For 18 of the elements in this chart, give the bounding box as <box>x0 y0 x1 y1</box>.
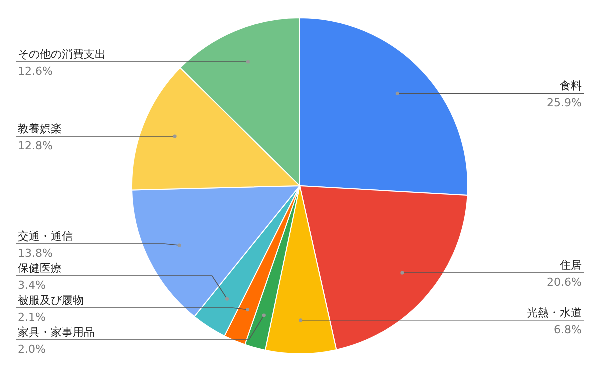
slice-label: 交通・通信 <box>18 230 73 243</box>
slice-label: その他の消費支出 <box>18 48 106 61</box>
data-label: 2.0% <box>18 343 46 356</box>
data-label: 12.8% <box>18 140 53 153</box>
data-label: 20.6% <box>547 276 582 289</box>
slice-label: 光熱・水道 <box>527 306 582 320</box>
data-label: 3.4% <box>18 279 46 292</box>
slice-label: 保健医療 <box>18 262 62 275</box>
slice-label: 被服及び履物 <box>18 294 84 307</box>
data-label: 13.8% <box>18 247 53 260</box>
data-label: 25.9% <box>547 96 582 110</box>
data-label: 12.6% <box>18 64 53 78</box>
data-label: 6.8% <box>554 323 582 336</box>
data-label: 2.1% <box>18 311 46 324</box>
slice-label: 食料 <box>560 80 582 93</box>
slice-label: 家具・家事用品 <box>18 326 95 339</box>
slice-label: 教養娯楽 <box>18 122 62 136</box>
slice-label: 住居 <box>560 258 582 272</box>
